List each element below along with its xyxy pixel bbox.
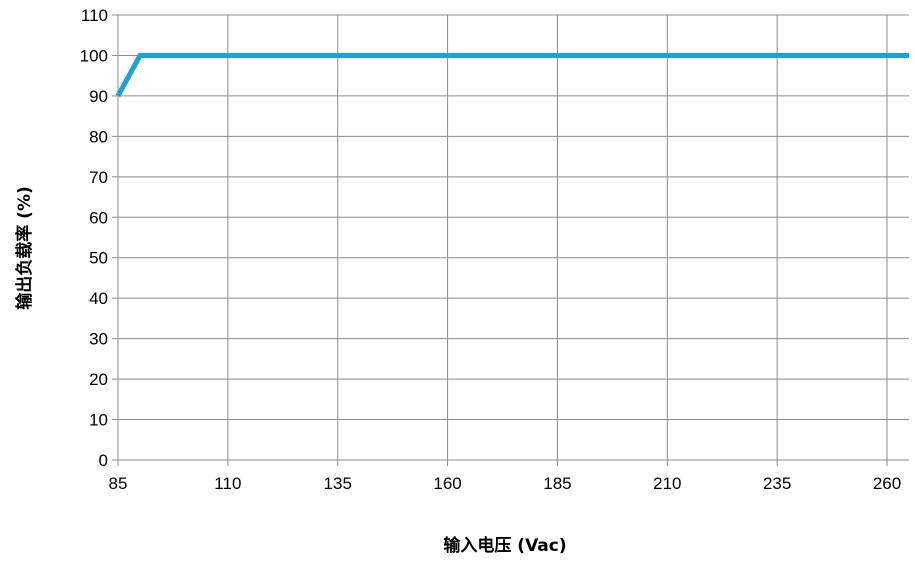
y-tick-label: 90 [89, 87, 108, 106]
y-axis-title: 输出负载率 (%) [14, 186, 35, 310]
x-tick-labels: 85 110 135 160 185 210 235 260 [109, 474, 902, 493]
y-tick-labels: 0 10 20 30 40 50 60 70 80 90 100 110 [80, 6, 108, 470]
y-tick-label: 20 [89, 370, 108, 389]
x-tick-label: 85 [109, 474, 128, 493]
x-tick-label: 135 [324, 474, 352, 493]
x-tick-label: 260 [873, 474, 901, 493]
x-tick-label: 185 [543, 474, 571, 493]
y-tick-label: 50 [89, 249, 108, 268]
x-axis-title: 输入电压 (Vac) [443, 535, 566, 556]
y-tick-label: 10 [89, 411, 108, 430]
y-tick-label: 70 [89, 168, 108, 187]
series-line [115, 53, 909, 98]
horizontal-gridlines [118, 14, 909, 421]
y-tick-label: 60 [89, 208, 108, 227]
series-lines [115, 53, 909, 98]
x-tick-label: 235 [763, 474, 791, 493]
x-tick-label: 210 [653, 474, 681, 493]
y-tick-label: 0 [99, 451, 108, 470]
axes [112, 14, 909, 466]
x-tick-label: 110 [214, 474, 241, 493]
y-tick-label: 100 [80, 46, 108, 65]
vertical-gridlines [227, 15, 888, 460]
y-tick-label: 40 [89, 289, 108, 308]
y-tick-label: 80 [89, 127, 108, 146]
y-tick-label: 110 [81, 6, 108, 25]
y-tick-label: 30 [89, 330, 108, 349]
x-tick-label: 160 [433, 474, 461, 493]
